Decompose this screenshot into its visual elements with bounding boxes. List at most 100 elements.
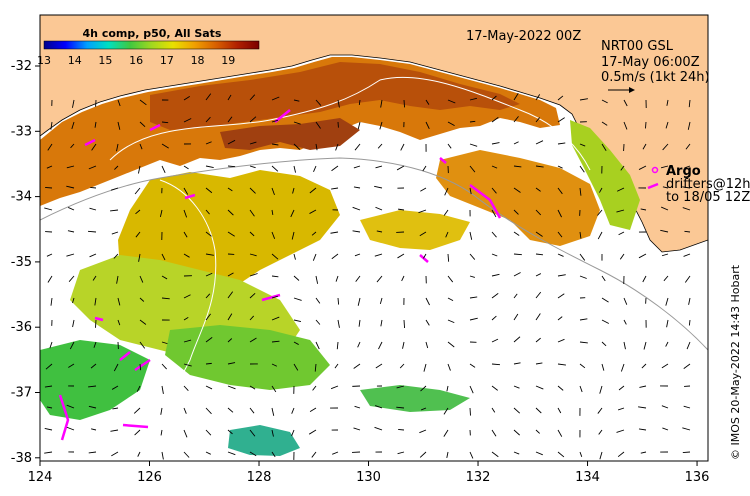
y-tick-label: -35 xyxy=(11,255,32,270)
current-vector xyxy=(640,451,647,454)
current-vector xyxy=(597,231,603,240)
current-vector xyxy=(557,407,562,414)
current-vector xyxy=(397,451,405,455)
current-vector xyxy=(535,385,544,390)
current-vector xyxy=(469,296,478,299)
current-vector xyxy=(227,362,236,365)
current-vector xyxy=(618,407,625,411)
current-vector xyxy=(49,341,53,349)
current-vector xyxy=(469,253,476,260)
current-vector xyxy=(72,297,75,304)
current-vector xyxy=(623,297,628,305)
current-vector xyxy=(682,186,691,189)
current-vector xyxy=(557,316,563,321)
current-vector xyxy=(271,295,278,299)
current-vector xyxy=(396,165,405,171)
colorbar-tick-label: 15 xyxy=(98,54,112,67)
current-vector xyxy=(67,230,75,233)
current-vector xyxy=(513,187,521,193)
current-vector xyxy=(205,93,212,101)
sst-green-patch-east xyxy=(570,120,640,230)
current-vector xyxy=(398,428,405,431)
current-vector xyxy=(308,429,317,435)
current-vector xyxy=(513,429,520,436)
current-vector xyxy=(557,429,563,437)
current-vector xyxy=(227,209,234,216)
current-vector xyxy=(403,99,405,108)
current-vector xyxy=(352,230,361,233)
y-tick-label: -38 xyxy=(11,451,32,466)
current-vector xyxy=(249,337,257,343)
current-vector xyxy=(682,427,691,431)
current-vector xyxy=(314,363,317,372)
current-vector xyxy=(446,385,449,392)
current-vector xyxy=(535,187,541,192)
current-vector xyxy=(513,385,520,389)
current-vector xyxy=(353,363,361,369)
current-vector xyxy=(447,121,455,126)
current-vector xyxy=(161,165,166,173)
current-vector xyxy=(160,429,163,436)
current-vector xyxy=(354,143,361,151)
current-vector xyxy=(291,407,295,414)
current-vector xyxy=(337,297,340,305)
current-vector xyxy=(44,207,53,211)
current-vector xyxy=(205,385,213,390)
sst-teal-patch xyxy=(228,425,300,456)
current-vector xyxy=(161,253,166,261)
argo-label: Argo xyxy=(666,164,701,179)
current-vector xyxy=(443,407,449,415)
sst-green-patch-3 xyxy=(360,385,470,412)
current-vector xyxy=(66,404,75,409)
current-vector xyxy=(315,319,321,325)
current-vector xyxy=(353,186,361,189)
current-vector xyxy=(336,341,339,350)
current-vector xyxy=(535,362,543,365)
current-vector xyxy=(183,96,190,101)
current-vector xyxy=(68,275,75,282)
current-vector xyxy=(271,231,276,239)
current-vector xyxy=(616,429,625,433)
current-vector xyxy=(579,165,585,173)
current-vector xyxy=(425,99,430,105)
current-vector xyxy=(293,99,300,102)
current-vector xyxy=(557,253,564,257)
current-vector xyxy=(616,187,625,192)
current-vector xyxy=(374,253,383,257)
current-vector xyxy=(597,209,603,216)
current-vector xyxy=(660,165,669,169)
current-vector xyxy=(205,209,210,215)
current-vector xyxy=(662,143,669,151)
current-vector xyxy=(46,165,53,169)
current-vector xyxy=(425,297,430,306)
current-vector xyxy=(469,97,478,101)
current-vector xyxy=(491,315,497,321)
current-vector xyxy=(357,341,361,348)
current-vector xyxy=(50,121,53,130)
sst-dark-patch xyxy=(220,118,360,150)
front-line-2 xyxy=(159,179,217,401)
current-vector xyxy=(315,297,321,304)
current-vector xyxy=(469,165,476,173)
current-vector xyxy=(91,143,97,151)
current-vector xyxy=(396,385,405,389)
current-product-line-2: 17-May 06:00Z xyxy=(601,55,700,70)
current-vector xyxy=(513,362,521,365)
current-vector xyxy=(331,165,339,172)
current-vector xyxy=(138,253,141,262)
current-vector xyxy=(315,99,322,106)
current-vector xyxy=(293,275,300,281)
current-vector xyxy=(249,429,256,437)
current-vector xyxy=(623,341,626,350)
current-vector xyxy=(330,231,339,234)
current-vector xyxy=(271,407,275,416)
current-vector xyxy=(491,165,498,169)
current-vector xyxy=(469,385,474,394)
current-vector xyxy=(271,187,275,196)
current-vector xyxy=(161,451,164,460)
current-vector xyxy=(93,341,97,348)
current-vector xyxy=(491,407,496,413)
current-vectors xyxy=(44,93,691,460)
current-vector xyxy=(403,319,406,329)
current-vector xyxy=(446,451,449,459)
